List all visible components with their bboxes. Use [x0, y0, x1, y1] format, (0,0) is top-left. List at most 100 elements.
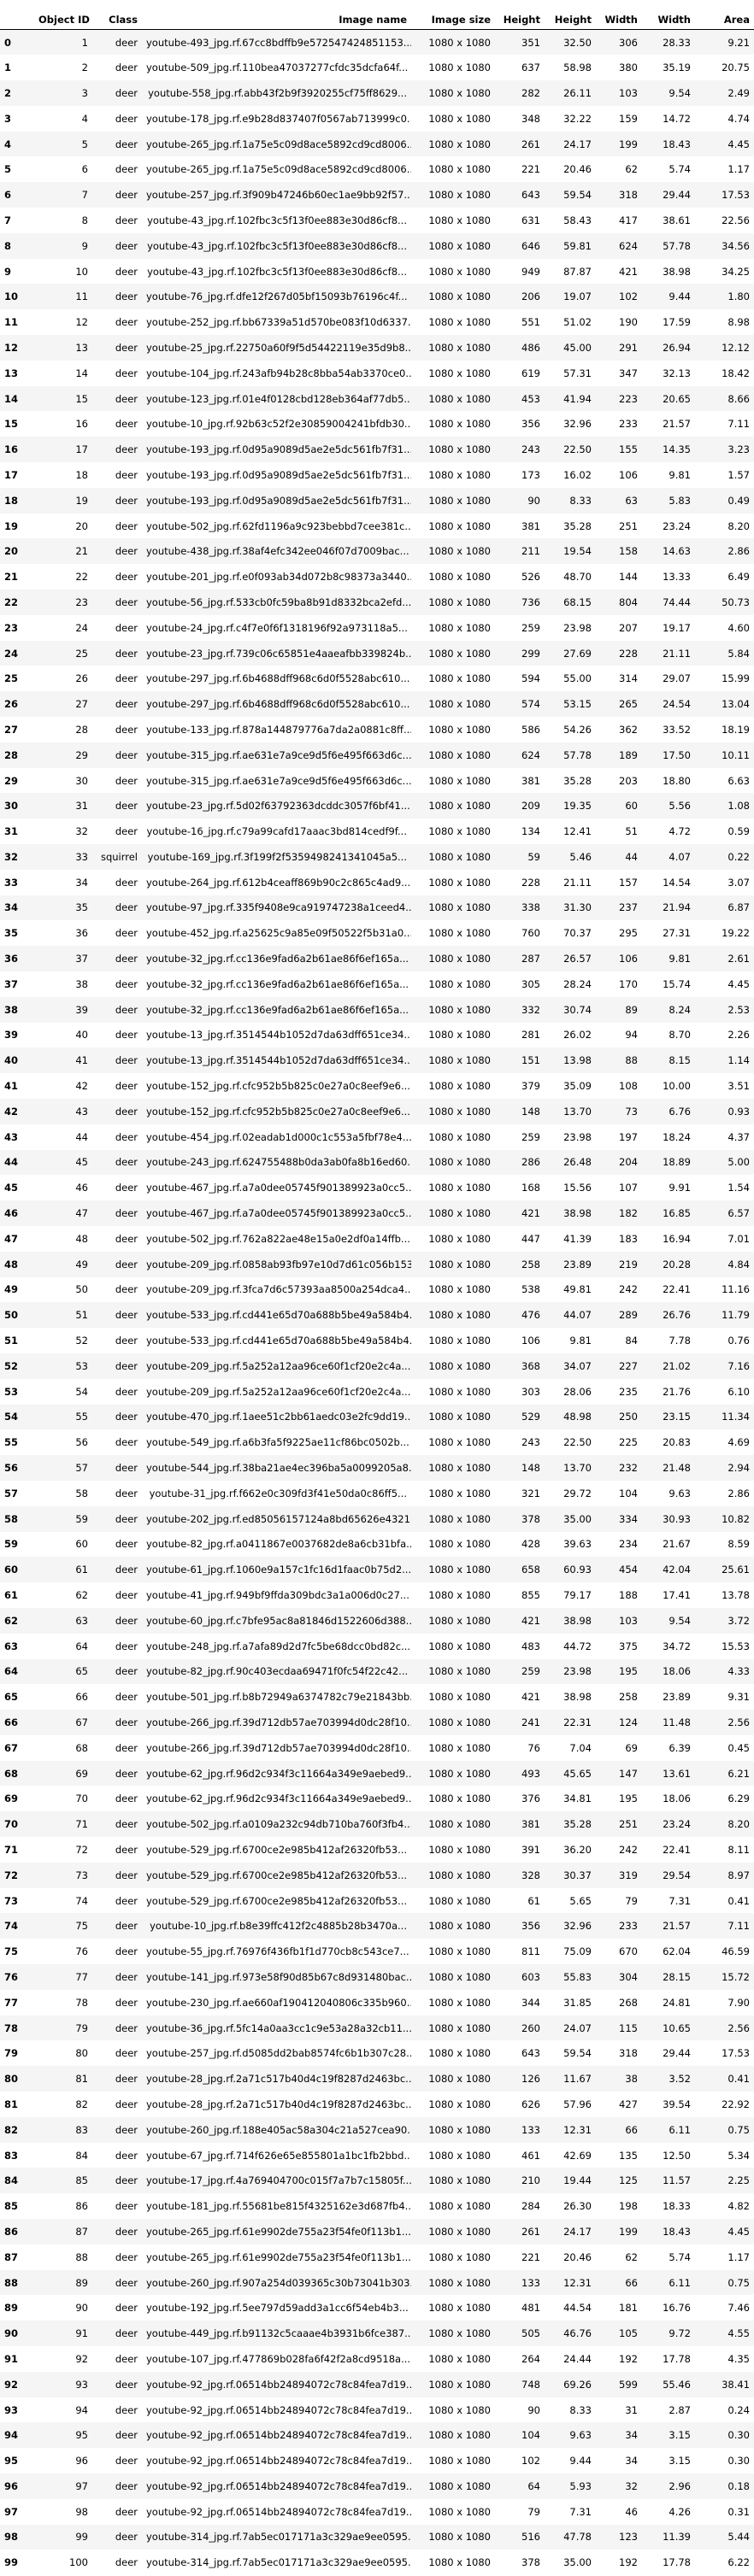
- row-index: 62: [0, 1607, 34, 1634]
- height-px-cell: 259: [495, 1658, 545, 1685]
- table-row: 69 70 deer youtube-62_jpg.rf.96d2c934f3c116…: [0, 1786, 754, 1811]
- image-name-cell: youtube-193_jpg.rf.0d95a9089d5ae2e5dc561…: [142, 487, 411, 513]
- row-index: 20: [0, 538, 34, 565]
- height-px-cell: 421: [521, 1691, 540, 1704]
- image-size-cell: 1080 x 1080: [411, 284, 495, 310]
- class-cell: deer: [115, 1385, 138, 1398]
- height-px-cell: 538: [521, 1283, 540, 1296]
- height-px-cell: 486: [495, 335, 545, 361]
- height-px-cell: 378: [521, 2556, 540, 2569]
- class-cell: deer: [115, 1741, 138, 1754]
- width-px-cell: 454: [596, 1557, 642, 1583]
- row-index: 69: [4, 1793, 19, 1805]
- height-pct-cell: 35.00: [545, 1505, 596, 1532]
- image-name-cell: youtube-92_jpg.rf.06514bb24894072c78c84f…: [146, 2455, 411, 2467]
- class-cell: deer: [92, 131, 142, 157]
- image-name-cell: youtube-43_jpg.rf.102fbc3c5f13f0ee883e30…: [147, 214, 407, 226]
- object-id-cell: 35: [34, 895, 92, 921]
- row-index: 43: [4, 1130, 19, 1143]
- width-pct-cell: 9.81: [669, 468, 691, 481]
- class-cell: deer: [115, 621, 138, 634]
- image-name-cell: youtube-76_jpg.rf.dfe12f267d05bf15093b76…: [142, 284, 411, 310]
- width-px-cell: 198: [619, 2200, 638, 2213]
- row-index: 60: [0, 1557, 34, 1583]
- width-px-cell: 197: [619, 1130, 638, 1143]
- height-pct-cell: 55.83: [545, 1964, 596, 1990]
- table-row: 80 81 deer youtube-28_jpg.rf.2a71c517b40d4c…: [0, 2066, 754, 2092]
- height-px-cell: 379: [521, 1080, 540, 1093]
- height-px-cell: 551: [521, 316, 540, 329]
- width-px-cell: 66: [596, 2116, 642, 2143]
- image-name-cell: youtube-544_jpg.rf.38ba21ae4ec396ba5a009…: [142, 1455, 411, 1481]
- width-pct-cell: 21.94: [642, 895, 695, 921]
- row-index: 84: [0, 2168, 34, 2194]
- image-name-cell: youtube-31_jpg.rf.f662e0c309fd3f41e50da0…: [149, 1487, 407, 1499]
- area-cell: 7.01: [727, 1232, 750, 1245]
- image-size-cell: 1080 x 1080: [411, 2168, 495, 2194]
- table-row: 35 36 deer youtube-452_jpg.rf.a25625c9a85e0…: [0, 920, 754, 946]
- area-cell: 2.61: [695, 946, 754, 971]
- height-px-cell: 736: [495, 590, 545, 615]
- object-id-cell: 10: [75, 265, 88, 278]
- height-px-cell: 59: [495, 844, 545, 870]
- height-pct-cell: 49.81: [563, 1283, 592, 1296]
- image-name-cell: youtube-509_jpg.rf.110bea47037277cfdc35d…: [146, 62, 409, 74]
- image-name-cell: youtube-60_jpg.rf.c7bfe95ac8a81846d15226…: [142, 1607, 411, 1634]
- row-index: 24: [0, 640, 34, 666]
- height-pct-cell: 68.15: [545, 590, 596, 615]
- table-row: 83 84 deer youtube-67_jpg.rf.714f626e65e855…: [0, 2143, 754, 2168]
- height-px-cell: 529: [495, 1404, 545, 1430]
- table-row: 15 16 deer youtube-10_jpg.rf.92b63c52f2e308…: [0, 411, 754, 437]
- image-size-cell: 1080 x 1080: [411, 437, 495, 463]
- width-pct-cell: 11.48: [642, 1710, 695, 1735]
- table-row: 57 58 deer youtube-31_jpg.rf.f662e0c309fd3f…: [0, 1481, 754, 1506]
- height-px-cell: 637: [521, 62, 540, 74]
- height-pct-cell: 23.98: [545, 1658, 596, 1685]
- table-row: 64 65 deer youtube-82_jpg.rf.90c403ecdaa694…: [0, 1658, 754, 1685]
- class-cell: deer: [115, 163, 138, 176]
- height-px-cell: 284: [521, 2200, 540, 2213]
- table-row: 32 33 squirrel youtube-169_jpg.rf.3f199f2f5…: [0, 844, 754, 870]
- height-pct-cell: 53.15: [545, 691, 596, 718]
- image-size-cell: 1080 x 1080: [411, 2269, 495, 2296]
- image-name-cell: youtube-181_jpg.rf.55681be815f4325162e3d…: [146, 2200, 411, 2213]
- row-index: 0: [0, 29, 34, 56]
- class-cell: deer: [115, 62, 138, 74]
- height-px-cell: 90: [495, 487, 545, 513]
- table-row: 62 63 deer youtube-60_jpg.rf.c7bfe95ac8a818…: [0, 1607, 754, 1634]
- image-name-cell: youtube-61_jpg.rf.1060e9a157c1fc16d1faac…: [142, 1557, 411, 1583]
- height-px-cell: 210: [495, 2168, 545, 2194]
- class-cell: deer: [115, 825, 138, 838]
- area-cell: 4.37: [727, 1130, 750, 1143]
- class-cell: deer: [115, 468, 138, 481]
- height-px-cell: 299: [495, 640, 545, 666]
- height-px-cell: 151: [495, 1047, 545, 1074]
- height-pct-cell: 32.50: [545, 29, 596, 56]
- image-size-cell: 1080 x 1080: [411, 538, 495, 565]
- image-name-cell: youtube-529_jpg.rf.6700ce2e985b412af2632…: [146, 1894, 408, 1907]
- image-size-cell: 1080 x 1080: [428, 1538, 491, 1551]
- height-px-cell: 106: [521, 1335, 540, 1347]
- image-name-cell: youtube-92_jpg.rf.06514bb24894072c78c84f…: [142, 2371, 411, 2397]
- height-px-cell: 461: [521, 2149, 540, 2162]
- width-px-cell: 192: [619, 2556, 638, 2569]
- object-id-cell: 9: [34, 232, 92, 259]
- object-id-cell: 82: [75, 2098, 88, 2110]
- width-pct-cell: 28.33: [642, 29, 695, 56]
- class-cell: deer: [115, 571, 138, 584]
- width-px-cell: 207: [619, 621, 638, 634]
- width-pct-cell: 18.06: [663, 1793, 691, 1805]
- height-pct-cell: 60.93: [545, 1557, 596, 1583]
- object-id-cell: 97: [34, 2473, 92, 2499]
- width-px-cell: 69: [625, 1741, 638, 1754]
- height-pct-cell: 57.78: [545, 742, 596, 768]
- width-pct-cell: 29.07: [663, 672, 691, 685]
- object-id-cell: 59: [34, 1505, 92, 1532]
- image-size-cell: 1080 x 1080: [428, 163, 491, 176]
- image-size-cell: 1080 x 1080: [411, 691, 495, 718]
- object-id-cell: 58: [75, 1487, 88, 1499]
- width-pct-cell: 17.50: [642, 742, 695, 768]
- height-pct-cell: 59.54: [563, 2047, 592, 2060]
- height-px-cell: 949: [521, 265, 540, 278]
- height-pct-cell: 29.72: [563, 1487, 592, 1499]
